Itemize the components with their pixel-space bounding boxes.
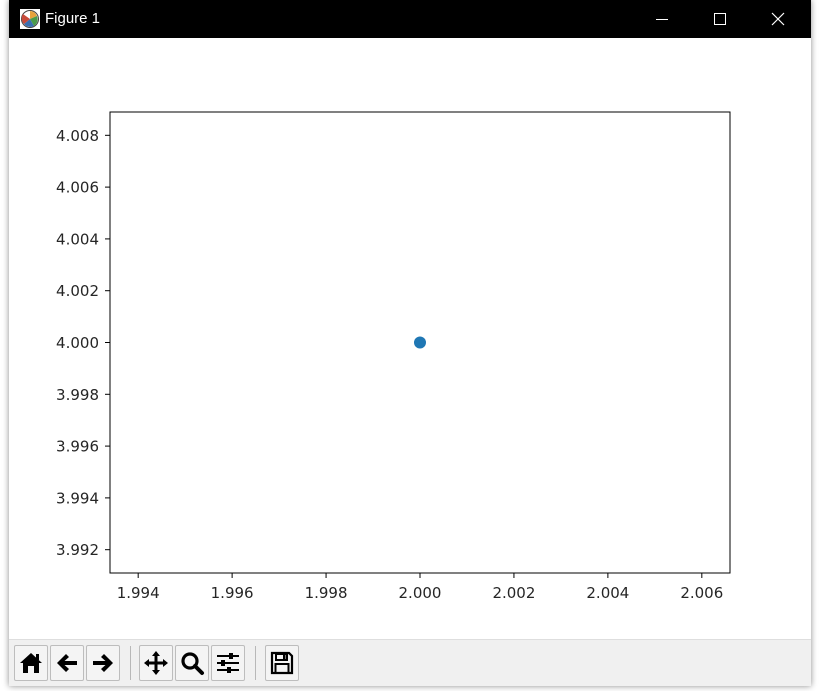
scatter-chart[interactable]: 1.994 1.996 1.998 2.000 2.002 2.004 2.006 3.992… (9, 38, 811, 639)
floppy-disk-icon (270, 651, 294, 675)
x-tick-label: 1.996 (211, 584, 254, 602)
matplotlib-icon (20, 9, 40, 29)
y-tick-label: 4.004 (56, 230, 99, 248)
sliders-icon (217, 653, 239, 673)
close-icon (771, 12, 785, 26)
minimize-icon (656, 19, 668, 20)
minimize-button[interactable] (633, 0, 691, 38)
y-tick-label: 4.006 (56, 179, 99, 197)
move-icon (144, 651, 168, 675)
title-bar[interactable]: Figure 1 (9, 0, 811, 38)
forward-button[interactable] (86, 645, 120, 681)
maximize-button[interactable] (691, 0, 749, 38)
navigation-toolbar (9, 639, 811, 686)
toolbar-separator (130, 646, 131, 680)
figure-window: Figure 1 1.994 1.996 1.998 2.000 2.002 2.004 2… (9, 0, 811, 686)
toolbar-separator (255, 646, 256, 680)
y-tick-label: 3.996 (56, 438, 99, 456)
y-tick-label: 3.992 (56, 541, 99, 559)
save-button[interactable] (265, 645, 299, 681)
y-tick-label: 4.002 (56, 282, 99, 300)
y-tick-label: 3.994 (56, 489, 99, 507)
y-tick-label: 4.000 (56, 334, 99, 352)
y-tick-label: 3.998 (56, 386, 99, 404)
pan-button[interactable] (139, 645, 173, 681)
home-button[interactable] (14, 645, 48, 681)
data-point[interactable] (414, 336, 426, 349)
x-tick-label: 2.002 (492, 584, 535, 602)
x-tick-label: 1.994 (117, 584, 160, 602)
arrow-right-icon (93, 654, 113, 672)
maximize-icon (714, 13, 726, 25)
x-tick-label: 1.998 (305, 584, 348, 602)
back-button[interactable] (50, 645, 84, 681)
zoom-button[interactable] (175, 645, 209, 681)
home-icon (20, 653, 42, 673)
x-tick-label: 2.006 (680, 584, 723, 602)
y-tick-label: 4.008 (56, 127, 99, 145)
arrow-left-icon (57, 654, 77, 672)
x-tick-label: 2.004 (586, 584, 629, 602)
close-button[interactable] (749, 0, 807, 38)
x-tick-label: 2.000 (399, 584, 442, 602)
magnifier-icon (181, 652, 204, 675)
window-title: Figure 1 (45, 10, 101, 27)
configure-subplots-button[interactable] (211, 645, 245, 681)
figure-canvas[interactable]: 1.994 1.996 1.998 2.000 2.002 2.004 2.006 3.992… (9, 38, 811, 639)
